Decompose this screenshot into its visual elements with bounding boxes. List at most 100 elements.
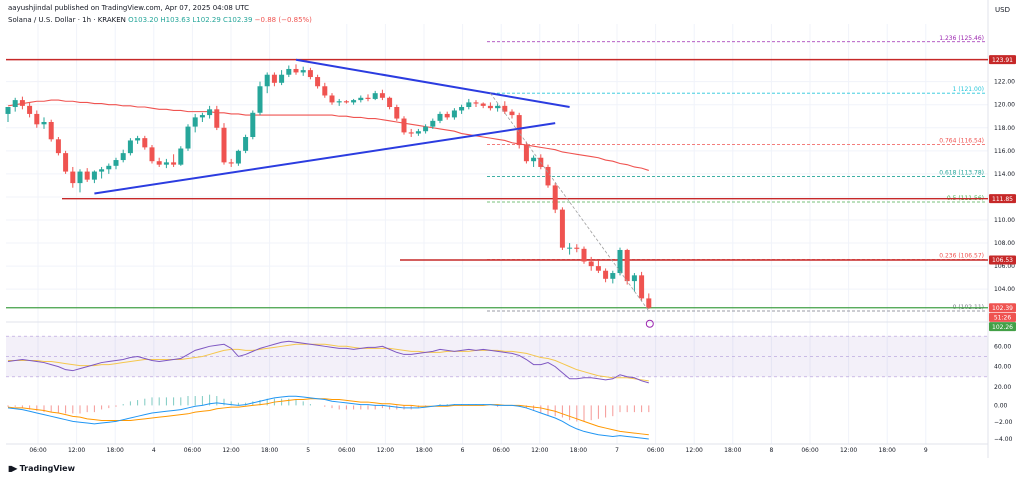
candle-body (372, 93, 378, 99)
candle-body (12, 100, 18, 108)
macd-line (7, 395, 649, 440)
candle-body (451, 110, 457, 118)
price-badge-label: 106.53 (992, 257, 1013, 264)
candle-body (473, 102, 479, 104)
candle-body (387, 97, 393, 108)
candle-body (322, 86, 328, 96)
candle-body (394, 107, 400, 119)
time-axis-tick: 06:00 (338, 447, 355, 454)
price-badge (989, 312, 1016, 322)
tradingview-logo-icon: ▮▶ (8, 464, 18, 473)
candle-body (106, 165, 112, 170)
brand-label: TradingView (19, 464, 75, 473)
currency-label: USD (995, 6, 1010, 14)
candle-body (171, 162, 177, 165)
candle-body (250, 112, 256, 137)
candle-body (34, 113, 40, 125)
candle-body (113, 160, 119, 166)
candle-body (315, 77, 321, 87)
candle-body (149, 147, 155, 162)
candle-body (221, 127, 227, 163)
candle-body (624, 249, 630, 282)
fib-level-label: 1 (121.00) (953, 86, 984, 93)
macd-signal-line (7, 398, 649, 436)
ohlc-high: H103.63 (160, 16, 191, 24)
rsi-axis-tick: 40.00 (994, 364, 1011, 371)
candle-body (77, 171, 83, 184)
price-axis-tick: 106.00 (994, 263, 1015, 270)
price-badge-label: 123.91 (992, 57, 1013, 64)
candle-body (41, 122, 47, 125)
rising-trendline (94, 122, 556, 195)
candle-body (286, 68, 292, 75)
price-badge-label: 102.26 (992, 324, 1013, 331)
rsi-axis-tick: 20.00 (994, 384, 1011, 391)
rsi-ma-line (8, 343, 649, 382)
candle-body (279, 74, 285, 83)
price-axis-tick: 114.00 (994, 171, 1015, 178)
candle-body (509, 111, 515, 116)
candle-body (430, 120, 436, 127)
candle-body (192, 117, 198, 127)
ohlc-low: L102.29 (192, 16, 221, 24)
candle-body (264, 74, 270, 87)
price-axis-tick: 122.00 (994, 79, 1015, 86)
macd-axis-tick: −2.00 (994, 419, 1013, 426)
candle-body (343, 101, 349, 103)
candle-body (135, 138, 141, 141)
candle-body (567, 247, 573, 249)
candle-body (19, 100, 25, 106)
rsi-line (7, 340, 649, 384)
candle-body (581, 248, 587, 262)
price-axis-tick: 120.00 (994, 102, 1015, 109)
candle-body (300, 70, 306, 73)
candle-body (27, 105, 33, 114)
price-axis-tick: 110.00 (994, 217, 1015, 224)
candle-body (91, 171, 97, 180)
fib-level-label: 0.236 (106.57) (939, 253, 984, 260)
time-axis-tick: 18:00 (724, 447, 741, 454)
price-badge (989, 194, 1016, 204)
candle-body (437, 113, 443, 121)
moving-average-line (7, 99, 649, 171)
ohlc-close: C102.39 (223, 16, 253, 24)
candle-body (408, 132, 414, 134)
time-axis-tick: 6 (461, 447, 465, 454)
price-badge-label: 51:26 (994, 315, 1011, 322)
symbol-line: Solana / U.S. Dollar · 1h · KRAKEN O103.… (8, 16, 312, 24)
candle-body (228, 162, 234, 164)
time-axis-tick: 18:00 (107, 447, 124, 454)
rsi-axis-tick: 60.00 (994, 343, 1011, 350)
time-axis-tick: 18:00 (415, 447, 432, 454)
candle-body (516, 115, 522, 146)
candle-body (559, 209, 565, 248)
candle-body (523, 145, 529, 162)
symbol-name: Solana / U.S. Dollar · 1h · KRAKEN (8, 16, 126, 24)
candle-body (84, 171, 90, 180)
price-badge (989, 322, 1016, 332)
candle-body (610, 273, 616, 279)
candle-body (243, 136, 249, 151)
candle-body (127, 140, 133, 154)
time-axis-tick: 18:00 (261, 447, 278, 454)
candle-body (480, 103, 486, 106)
candle-body (415, 131, 421, 134)
candle-body (329, 95, 335, 103)
macd-axis-tick: 0.00 (994, 402, 1008, 409)
time-axis-tick: 4 (152, 447, 156, 454)
candle-body (185, 126, 191, 149)
ohlc-change: −0.88 (−0.85%) (254, 16, 312, 24)
fib-level-label: 0.764 (116.54) (939, 138, 984, 145)
time-axis-tick: 5 (306, 447, 310, 454)
candle-body (70, 171, 76, 184)
candle-body (5, 107, 11, 114)
candle-body (163, 162, 169, 165)
candle-body (307, 70, 313, 78)
time-axis-tick: 12:00 (377, 447, 394, 454)
candle-body (365, 97, 371, 99)
publisher-note: aayushjindal published on TradingView.co… (8, 4, 249, 12)
time-axis-tick: 06:00 (29, 447, 46, 454)
candle-body (178, 148, 184, 165)
